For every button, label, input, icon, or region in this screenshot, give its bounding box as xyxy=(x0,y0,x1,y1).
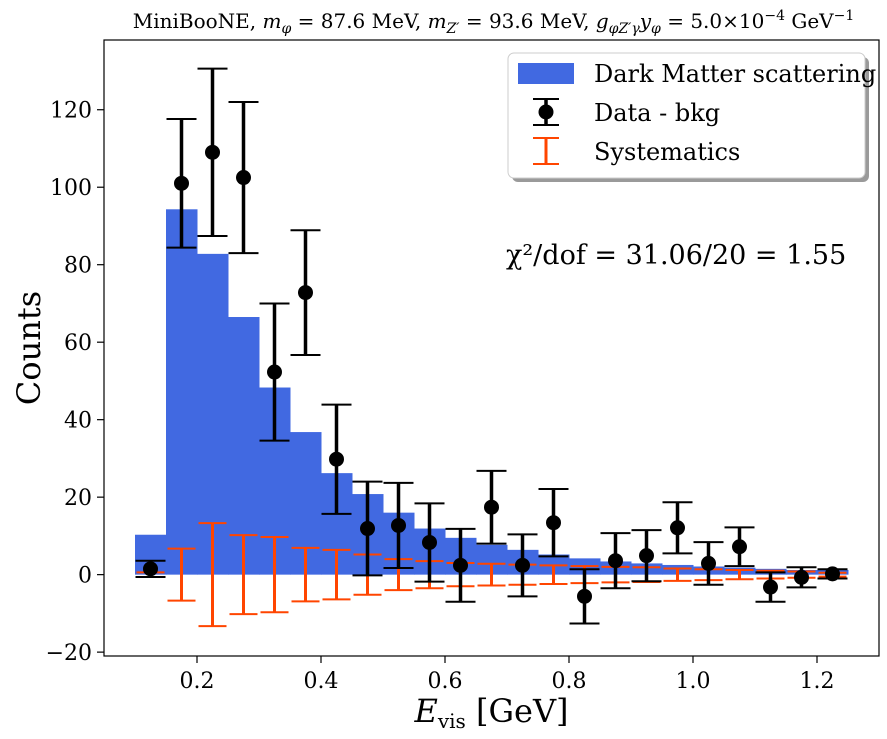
legend-label-dm: Dark Matter scattering xyxy=(594,60,876,88)
legend-label-sys: Systematics xyxy=(594,138,740,166)
data-point xyxy=(267,364,282,380)
y-tick-label: 60 xyxy=(64,331,92,356)
legend-dm-patch xyxy=(518,63,574,84)
x-axis-label: Evis [GeV] xyxy=(413,692,568,733)
x-tick-label: 0.4 xyxy=(304,669,339,694)
y-tick-label: 40 xyxy=(64,409,92,434)
legend-data-marker xyxy=(538,104,554,120)
data-point xyxy=(143,561,158,577)
data-point xyxy=(546,515,561,531)
data-point xyxy=(732,539,747,555)
data-point xyxy=(608,553,623,569)
data-point xyxy=(701,555,716,571)
data-point xyxy=(763,579,778,595)
y-axis-ticks: −20 0 20 40 60 80 100 120 xyxy=(46,99,104,666)
data-point xyxy=(794,569,809,585)
y-tick-label: 80 xyxy=(64,254,92,279)
y-tick-label: 100 xyxy=(50,176,92,201)
plot-frame xyxy=(103,39,880,657)
data-errorbars xyxy=(135,67,848,625)
dm-bar xyxy=(197,253,229,575)
y-tick-label: 0 xyxy=(78,564,92,589)
data-point xyxy=(391,517,406,533)
data-point xyxy=(639,548,654,564)
dm-bar xyxy=(786,569,849,575)
data-point xyxy=(825,566,840,582)
legend-label-data: Data - bkg xyxy=(594,99,720,127)
data-point xyxy=(205,144,220,160)
legend-frame xyxy=(507,52,866,179)
y-tick-label: 20 xyxy=(64,486,92,511)
x-axis-ticks: 0.2 0.4 0.6 0.8 1.0 1.2 xyxy=(180,656,835,694)
data-point xyxy=(298,285,313,301)
data-point xyxy=(577,588,592,604)
y-tick-label: 120 xyxy=(50,99,92,124)
data-point xyxy=(453,557,468,573)
data-point xyxy=(360,521,375,537)
data-point xyxy=(515,557,530,573)
data-point xyxy=(174,175,189,191)
data-point xyxy=(329,451,344,467)
chart-title: MiniBooNE, mφ = 87.6 MeV, mZ′ = 93.6 MeV… xyxy=(133,8,855,37)
data-point xyxy=(422,534,437,550)
data-point xyxy=(484,499,499,515)
data-point xyxy=(236,170,251,186)
x-tick-label: 0.8 xyxy=(552,669,587,694)
x-tick-label: 0.2 xyxy=(180,669,215,694)
chi-square-annotation: χ²/dof = 31.06/20 = 1.55 xyxy=(506,240,846,271)
dm-bar xyxy=(166,209,198,575)
x-tick-label: 1.2 xyxy=(800,669,835,694)
x-tick-label: 1.0 xyxy=(676,669,711,694)
dm-bar xyxy=(228,317,260,575)
legend: Dark Matter scattering Data - bkg Systemat… xyxy=(507,52,876,182)
chart-title-group: MiniBooNE, mφ = 87.6 MeV, mZ′ = 93.6 MeV… xyxy=(133,8,855,37)
data-point xyxy=(670,520,685,536)
y-axis-label: Counts xyxy=(10,291,48,405)
x-tick-label: 0.6 xyxy=(428,669,463,694)
y-tick-label: −20 xyxy=(46,641,92,666)
